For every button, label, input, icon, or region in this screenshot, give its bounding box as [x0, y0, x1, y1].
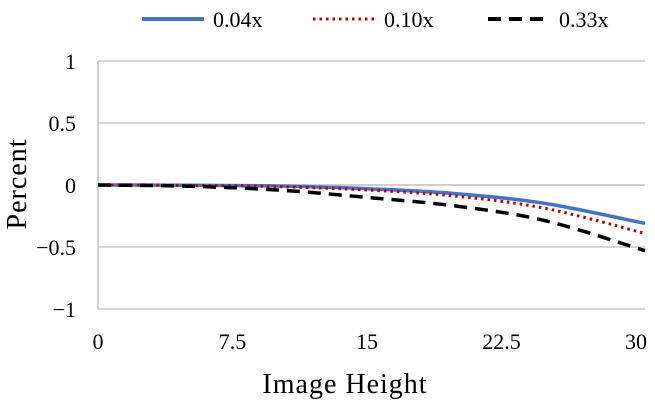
x-tick-label: 22.5	[482, 329, 521, 354]
legend-label-3: 0.33x	[559, 7, 609, 32]
x-tick-label: 15	[356, 329, 378, 354]
series-line-3	[97, 183, 646, 253]
y-axis-title: Percent	[2, 139, 33, 230]
x-tick-label: 30	[625, 329, 647, 354]
x-tick-label: 7.5	[219, 329, 247, 354]
y-tick-label: −1	[53, 297, 76, 322]
legend: 0.04x 0.10x 0.33x	[142, 7, 609, 32]
x-axis-title: Image Height	[262, 369, 427, 400]
x-tick-labels: 0 7.5 15 22.5 30	[93, 329, 648, 354]
y-tick-label: 0	[65, 173, 76, 198]
y-tick-label: −0.5	[36, 235, 76, 260]
grid-lines	[98, 60, 645, 310]
series-line-2	[97, 183, 646, 235]
legend-label-1: 0.04x	[213, 7, 263, 32]
y-tick-labels: 1 0.5 0 −0.5 −1	[36, 49, 76, 322]
y-tick-label: 1	[65, 49, 76, 74]
y-tick-label: 0.5	[49, 111, 77, 136]
legend-label-2: 0.10x	[384, 7, 434, 32]
series-lines	[97, 183, 646, 253]
x-tick-label: 0	[93, 329, 104, 354]
